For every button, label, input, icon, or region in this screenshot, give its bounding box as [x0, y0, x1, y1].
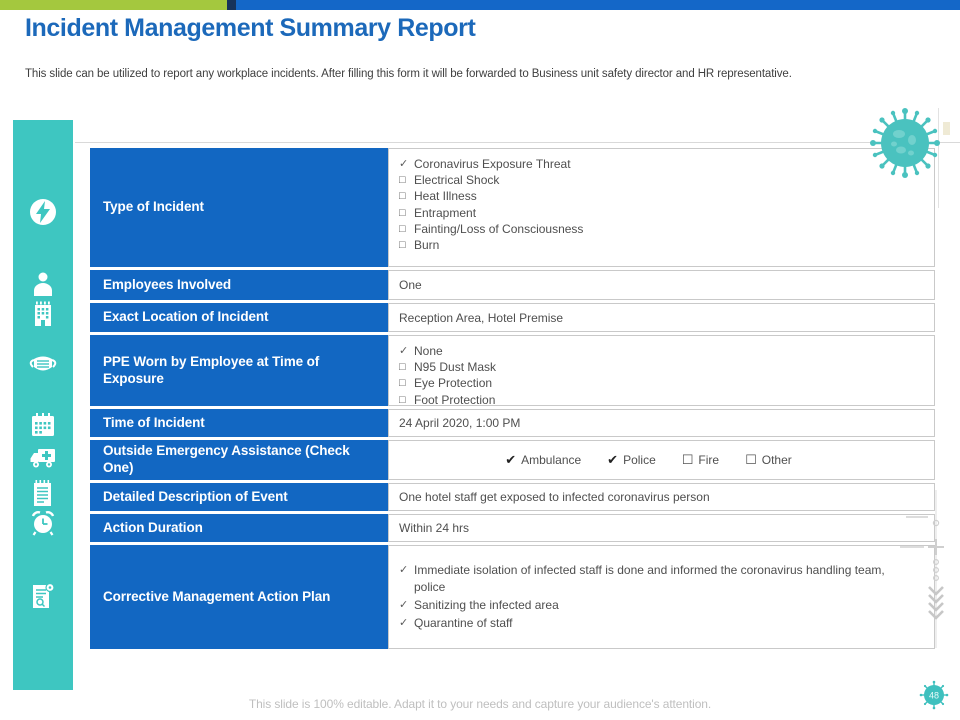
row-value-options: ✔ Ambulance ✔ Police ☐ Fire ☐ Other [388, 440, 935, 480]
checklist-item-text: Fainting/Loss of Consciousness [414, 221, 584, 236]
table-row: Exact Location of Incident Reception Are… [90, 303, 935, 332]
checkbox-mark: □ [399, 190, 406, 203]
row-value: 24 April 2020, 1:00 PM [388, 409, 935, 437]
checkbox-mark: □ [399, 239, 406, 252]
table-row: Type of Incident ✓ Coronavirus Exposure T… [90, 148, 935, 267]
checkbox-mark: □ [399, 222, 406, 235]
checked-mark: ✓ [399, 158, 409, 170]
option-text: Other [761, 453, 792, 467]
checklist-item-text: Quarantine of staff [414, 616, 513, 630]
checked-mark: ✓ [399, 564, 409, 576]
decorative-vertical-line [938, 108, 939, 208]
row-value-checklist: ✓ None □ N95 Dust Mask □ Eye Protection □ Fo… [388, 335, 935, 407]
decorative-square [943, 122, 950, 135]
top-accent-bar-green [0, 0, 227, 10]
page-subtitle: This slide can be utilized to report any… [25, 68, 792, 80]
row-label: Type of Incident [90, 148, 388, 267]
checklist-item-text: None [414, 344, 443, 358]
checked-mark: ✔ [607, 452, 619, 467]
checkbox-mark: □ [399, 206, 406, 219]
divider-line [75, 142, 960, 143]
option-text: Police [623, 453, 656, 467]
checkbox-mark: □ [399, 361, 406, 374]
checklist-item-text: Entrapment [414, 205, 477, 220]
checklist-item-text: N95 Dust Mask [414, 360, 497, 375]
row-label: Exact Location of Incident [90, 303, 388, 332]
row-value: One hotel staff get exposed to infected … [388, 483, 935, 511]
row-label: Detailed Description of Event [90, 483, 388, 511]
row-value: One [388, 270, 935, 300]
checked-mark: ✓ [399, 345, 409, 357]
row-label: Corrective Management Action Plan [90, 545, 388, 649]
table-row: Time of Incident 24 April 2020, 1:00 PM [90, 409, 935, 437]
ambulance-icon [29, 446, 57, 470]
report-document-icon [29, 581, 57, 611]
row-value-checklist: ✓ Coronavirus Exposure Threat □ Electrical… [388, 148, 935, 267]
row-label: Outside Emergency Assistance (Check One) [90, 440, 388, 480]
table-row: Detailed Description of Event One hotel … [90, 483, 935, 511]
checklist-item-text: Coronavirus Exposure Threat [414, 157, 571, 171]
table-row: Corrective Management Action Plan ✓ Immed… [90, 545, 935, 649]
checklist-item-text: Immediate isolation of infected staff is… [414, 563, 885, 594]
row-value-checklist: ✓ Immediate isolation of infected staff i… [388, 545, 935, 649]
checked-mark: ✔ [505, 452, 517, 467]
page-title: Incident Management Summary Report [25, 14, 476, 42]
footer-note: This slide is 100% editable. Adapt it to… [248, 697, 712, 711]
checklist-item-text: Heat Illness [414, 189, 477, 204]
row-label: PPE Worn by Employee at Time of Exposure [90, 335, 388, 406]
checklist-item-text: Foot Protection [414, 392, 496, 407]
option-text: Ambulance [521, 453, 582, 467]
table-row: Action Duration Within 24 hrs [90, 514, 935, 542]
table-row: Outside Emergency Assistance (Check One)… [90, 440, 935, 480]
incident-table: Type of Incident ✓ Coronavirus Exposure T… [90, 148, 935, 652]
row-value: Reception Area, Hotel Premise [388, 303, 935, 332]
page-number-badge: 48 [918, 679, 950, 711]
checked-mark: ✓ [399, 599, 409, 611]
table-row: Employees Involved One [90, 270, 935, 300]
alarm-clock-icon [29, 510, 57, 537]
page-number: 48 [929, 691, 939, 701]
table-row: PPE Worn by Employee at Time of Exposure… [90, 335, 935, 407]
coronavirus-icon [866, 104, 944, 182]
electric-hazard-icon [27, 196, 59, 228]
notepad-icon [31, 479, 55, 507]
checklist-item-text: Eye Protection [414, 376, 493, 391]
checked-mark: ✓ [399, 617, 409, 629]
option-text: Fire [698, 453, 720, 467]
face-mask-icon [27, 352, 59, 376]
decorative-markers [898, 490, 950, 648]
row-label: Time of Incident [90, 409, 388, 437]
row-label: Employees Involved [90, 270, 388, 300]
top-accent-bar-navy [227, 0, 236, 10]
checklist-item-text: Sanitizing the infected area [414, 598, 559, 612]
row-value: Within 24 hrs [388, 514, 935, 542]
person-icon [30, 270, 56, 296]
calendar-icon [30, 412, 56, 438]
checklist-item-text: Electrical Shock [414, 173, 500, 188]
building-icon [30, 300, 56, 326]
checkbox-mark: ☐ [681, 452, 694, 467]
checkbox-mark: □ [399, 174, 406, 187]
checkbox-mark: □ [399, 377, 406, 390]
row-label: Action Duration [90, 514, 388, 542]
sidebar-accent-bar [13, 120, 73, 690]
checkbox-mark: □ [399, 393, 406, 406]
checkbox-mark: ☐ [745, 452, 757, 467]
checklist-item-text: Burn [414, 238, 440, 253]
top-accent-bar-blue [236, 0, 960, 10]
